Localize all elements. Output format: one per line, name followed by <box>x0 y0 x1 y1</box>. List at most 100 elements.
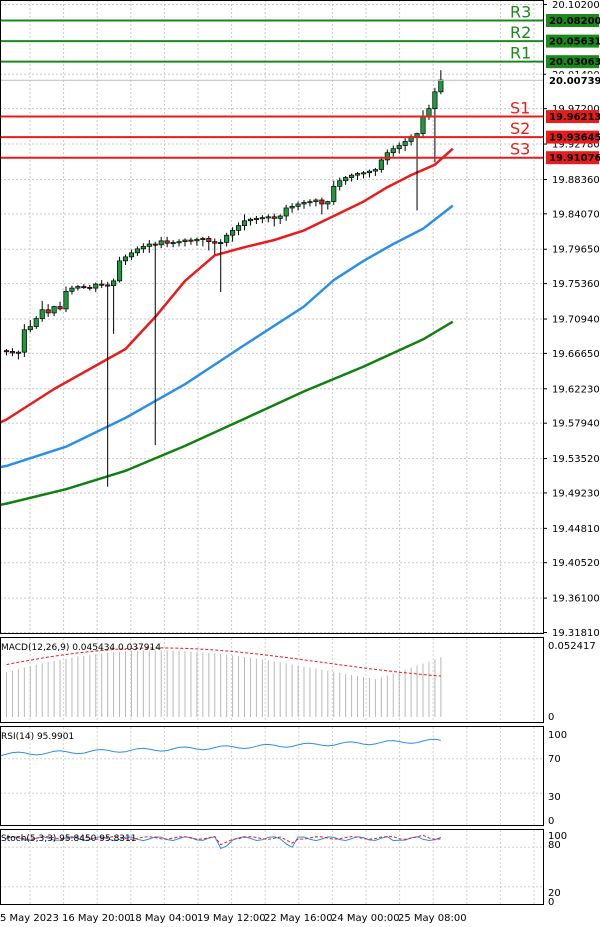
candle-body <box>27 326 33 331</box>
price-tick-label: 19.57940 <box>552 419 600 430</box>
candle-body <box>230 230 236 236</box>
candle <box>158 236 164 249</box>
price-tick-label: 19.88360 <box>552 175 600 186</box>
candle <box>75 284 81 291</box>
price-tick-label: 19.49230 <box>552 488 600 499</box>
candle-body <box>313 199 319 202</box>
candle <box>289 203 295 213</box>
candle <box>164 236 170 248</box>
level-name-r3: R3 <box>510 3 531 22</box>
candle-body <box>182 239 188 242</box>
candle <box>105 281 111 487</box>
candle-body <box>402 141 408 146</box>
level-price-box <box>546 110 599 124</box>
level-price-box <box>546 34 599 48</box>
level-price-label: 20.03063 <box>549 57 600 68</box>
candle <box>360 171 367 179</box>
candle-body <box>295 203 301 207</box>
candle-body <box>21 329 27 353</box>
candle-body <box>200 238 206 240</box>
rsi-label: RSI(14) 95.9901 <box>1 732 74 742</box>
candle <box>366 169 373 178</box>
level-price-label: 19.91076 <box>549 153 600 164</box>
rsi-line <box>0 738 441 757</box>
macd-label: MACD(12,26,9) 0.045434 0.037914 <box>1 643 161 653</box>
candle <box>146 240 152 253</box>
candle <box>241 214 248 231</box>
candle-body <box>93 283 99 289</box>
rsi-axis-label: 0 <box>548 816 554 827</box>
candles <box>3 70 444 487</box>
candle <box>224 232 230 247</box>
candle-body <box>206 238 212 242</box>
moving-average-line <box>0 204 454 469</box>
candle-body <box>420 116 426 134</box>
candle-body <box>57 306 63 310</box>
candle-body <box>111 280 117 287</box>
level-name-s3: S3 <box>510 140 530 159</box>
candle-body <box>349 174 355 178</box>
stoch-axis-label: 20 <box>548 888 561 899</box>
candle <box>3 348 10 356</box>
candle <box>188 237 194 245</box>
candle-body <box>438 79 444 93</box>
price-grid <box>0 0 543 633</box>
candle-body <box>390 148 396 154</box>
current-price-box <box>546 73 599 87</box>
rsi-axis-label: 70 <box>548 754 561 765</box>
candle-body <box>128 252 135 258</box>
candle-body <box>289 206 295 209</box>
candle <box>27 320 33 333</box>
candle-body <box>81 286 87 289</box>
rsi-frame <box>0 726 544 826</box>
candle <box>230 227 236 242</box>
candle-body <box>247 218 254 222</box>
candle-body <box>152 243 158 246</box>
candle-body <box>15 351 21 354</box>
candle <box>325 200 331 210</box>
candle-body <box>3 350 10 353</box>
candle <box>313 198 319 207</box>
level-price-label: 20.05631 <box>549 37 600 48</box>
candle <box>57 301 63 311</box>
date-label: 18 May 04:00 <box>129 913 198 924</box>
candle <box>253 215 259 225</box>
macd-frame <box>0 637 544 723</box>
candle-body <box>343 177 349 182</box>
price-tick-label: 19.75360 <box>552 279 600 290</box>
candle-body <box>253 218 259 220</box>
candle-body <box>212 241 218 244</box>
price-tick-label: 19.31810 <box>552 628 600 639</box>
candle <box>63 286 69 313</box>
level-price-box <box>546 130 599 144</box>
candle-body <box>9 351 16 354</box>
candle-body <box>224 234 230 243</box>
candle-body <box>164 240 170 244</box>
candle-body <box>432 91 438 109</box>
candle <box>307 199 313 207</box>
candle <box>271 213 277 227</box>
candle <box>236 222 242 236</box>
candle <box>390 145 396 157</box>
candle-body <box>116 260 123 282</box>
candle <box>51 305 57 317</box>
date-label: 5 May 2023 <box>0 913 59 924</box>
candle <box>170 240 176 248</box>
date-label: 22 May 16:00 <box>264 913 333 924</box>
candle-body <box>355 173 361 176</box>
date-label: 19 May 12:00 <box>197 913 266 924</box>
price-tick-label: 20.10200 <box>552 0 600 11</box>
candle <box>93 282 99 293</box>
candle-body <box>146 243 152 247</box>
candle <box>122 254 129 265</box>
candle <box>432 87 438 163</box>
stoch-axis-label: 80 <box>548 840 561 851</box>
candle-body <box>75 286 81 289</box>
candle-body <box>176 241 182 244</box>
candle <box>200 236 206 247</box>
price-tick-label: 19.97200 <box>552 104 600 115</box>
candle-body <box>122 256 129 262</box>
candle-body <box>366 170 373 174</box>
date-label: 16 May 20:00 <box>62 913 131 924</box>
candle <box>15 350 21 360</box>
